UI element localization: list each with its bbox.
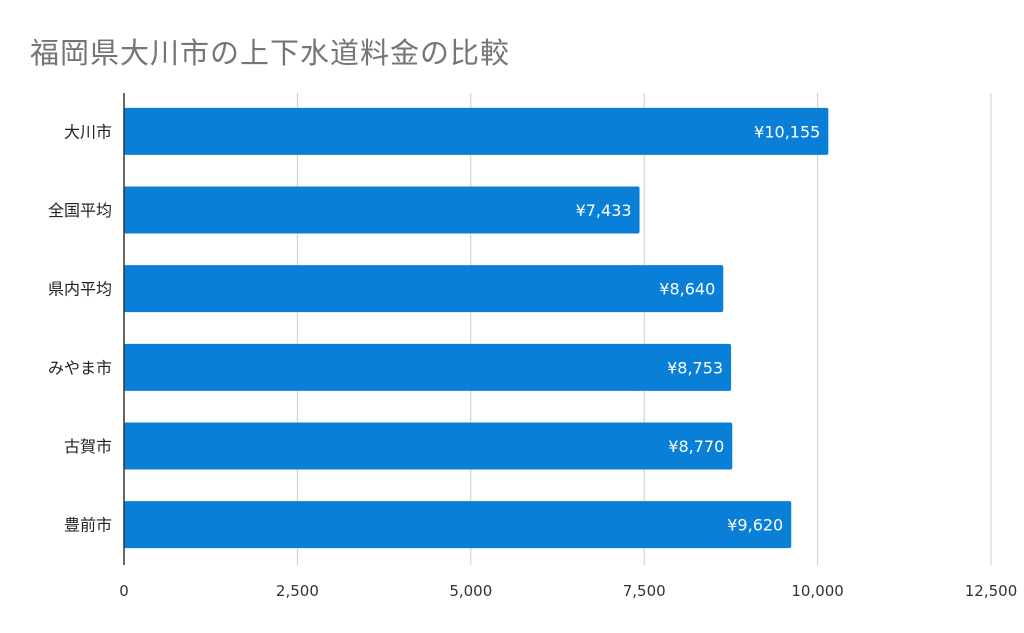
x-tick-label: 7,500	[623, 582, 666, 600]
x-tick-label: 10,000	[791, 582, 844, 600]
x-tick-label: 5,000	[449, 582, 492, 600]
y-category-label: みやま市	[48, 358, 112, 377]
bar	[124, 501, 792, 549]
chart-title: 福岡県大川市の上下水道料金の比較	[30, 36, 511, 70]
bar	[124, 343, 732, 391]
data-label: ¥8,770	[668, 437, 724, 456]
data-label: ¥8,640	[659, 280, 715, 299]
bar	[124, 186, 640, 234]
data-label: ¥8,753	[667, 358, 723, 377]
x-tick-label: 0	[119, 582, 129, 600]
data-label: ¥9,620	[727, 516, 783, 535]
data-label: ¥10,155	[754, 122, 820, 141]
bar	[124, 422, 733, 470]
y-category-label: 全国平均	[48, 201, 112, 220]
y-category-label: 県内平均	[48, 280, 112, 299]
y-category-label: 大川市	[64, 122, 112, 141]
bar	[124, 265, 724, 313]
x-tick-label: 2,500	[276, 582, 319, 600]
data-label: ¥7,433	[576, 201, 632, 220]
y-category-label: 古賀市	[64, 437, 112, 456]
x-tick-label: 12,500	[965, 582, 1018, 600]
y-category-label: 豊前市	[64, 516, 112, 535]
bar	[124, 107, 829, 155]
